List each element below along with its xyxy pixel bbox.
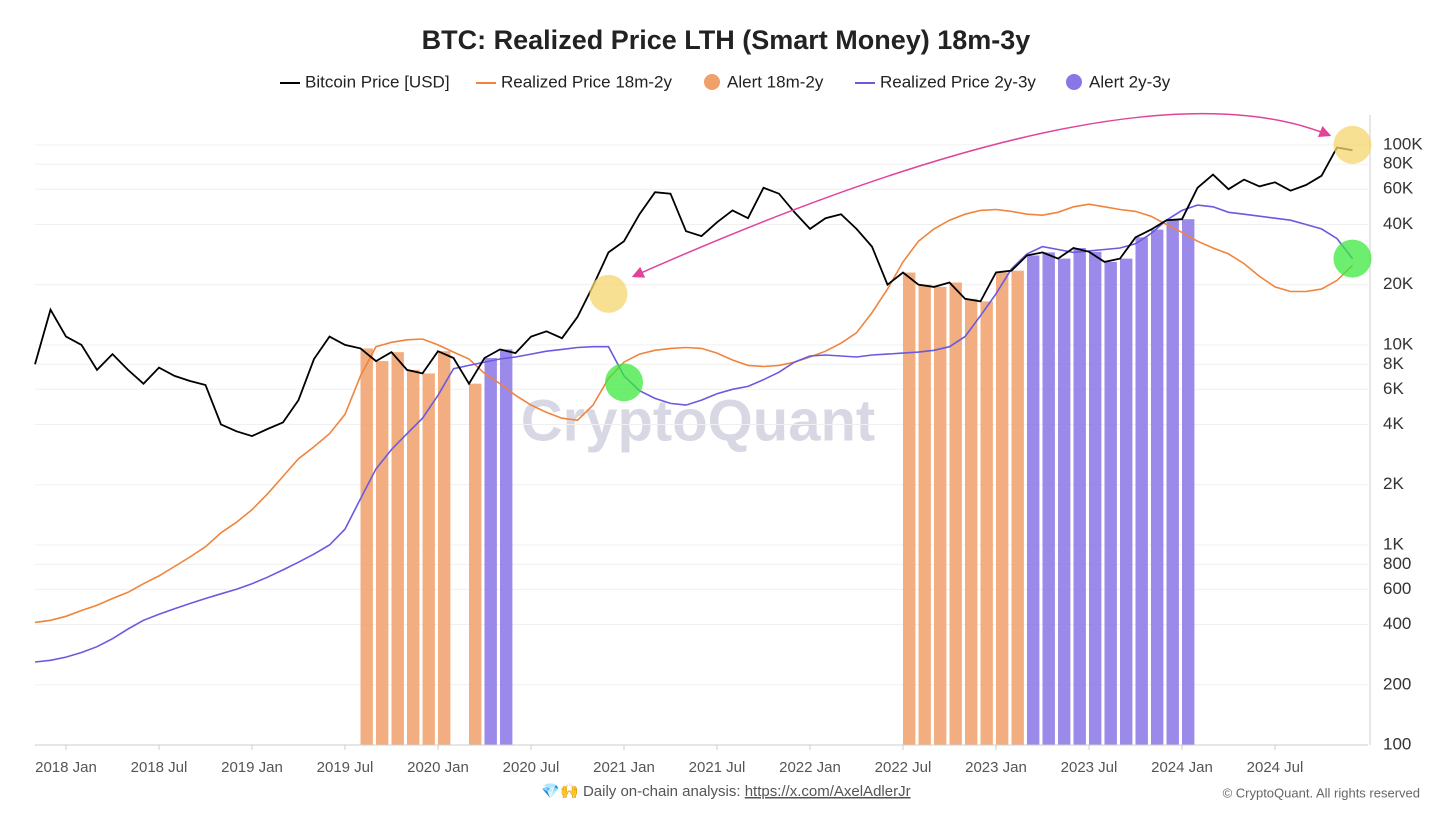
alert-band: [996, 272, 1009, 745]
y-tick-label: 800: [1383, 554, 1411, 573]
alert-band: [1027, 255, 1040, 746]
alert-band: [949, 282, 962, 745]
x-tick-label: 2018 Jan: [35, 759, 97, 776]
y-tick-label: 8K: [1383, 354, 1404, 373]
alert-band: [438, 351, 451, 745]
y-tick-label: 6K: [1383, 379, 1404, 398]
alert-band: [1135, 237, 1148, 746]
alert-band: [500, 349, 513, 745]
alert-band: [1011, 270, 1024, 745]
alert-band: [484, 358, 497, 745]
alert-band: [1120, 258, 1133, 745]
alert-band: [1058, 258, 1071, 745]
x-tick-label: 2023 Jan: [965, 759, 1027, 776]
highlight: [605, 363, 643, 402]
alert-band: [980, 301, 993, 745]
arrow: [631, 112, 1332, 278]
y-tick-label: 80K: [1383, 154, 1414, 173]
y-tick-label: 2K: [1383, 474, 1404, 493]
x-tick-label: 2019 Jul: [317, 759, 374, 776]
alert-band: [407, 369, 420, 745]
footer-link[interactable]: https://x.com/AxelAdlerJr: [745, 783, 911, 800]
y-tick-label: 100K: [1383, 134, 1423, 153]
x-tick-label: 2019 Jan: [221, 759, 283, 776]
legend-swatch: [1066, 74, 1082, 90]
x-tick-label: 2024 Jan: [1151, 759, 1213, 776]
x-tick-label: 2020 Jul: [503, 759, 560, 776]
y-tick-label: 1K: [1383, 534, 1404, 553]
alert-band: [1089, 251, 1102, 746]
alert-band: [918, 284, 931, 745]
legend-label: Realized Price 18m-2y: [501, 72, 673, 91]
alert-band: [1042, 252, 1055, 745]
alert-band: [469, 383, 482, 745]
watermark: CryptoQuant: [521, 388, 875, 453]
x-tick-label: 2023 Jul: [1061, 759, 1118, 776]
footer-text: 💎🙌 Daily on-chain analysis:: [541, 782, 744, 800]
legend-label: Bitcoin Price [USD]: [305, 72, 450, 91]
y-tick-label: 10K: [1383, 334, 1414, 353]
highlight: [589, 274, 628, 313]
y-tick-label: 600: [1383, 579, 1411, 598]
y-tick-label: 40K: [1383, 214, 1414, 233]
x-tick-label: 2021 Jan: [593, 759, 655, 776]
chart-title: BTC: Realized Price LTH (Smart Money) 18…: [422, 25, 1031, 55]
x-tick-label: 2022 Jan: [779, 759, 841, 776]
alert-band: [422, 373, 435, 745]
y-tick-label: 4K: [1383, 414, 1404, 433]
highlight: [1333, 125, 1372, 164]
legend-label: Realized Price 2y-3y: [880, 72, 1036, 91]
alert-band: [934, 286, 947, 745]
legend-label: Alert 2y-3y: [1089, 72, 1171, 91]
x-tick-label: 2020 Jan: [407, 759, 469, 776]
y-tick-label: 100: [1383, 734, 1411, 753]
alert-band: [360, 348, 373, 745]
y-tick-label: 200: [1383, 674, 1411, 693]
copyright: © CryptoQuant. All rights reserved: [1223, 785, 1420, 800]
alert-band: [1166, 220, 1179, 746]
alert-band: [965, 298, 978, 745]
x-tick-label: 2022 Jul: [875, 759, 932, 776]
x-tick-label: 2021 Jul: [689, 759, 746, 776]
alert-band: [376, 361, 389, 745]
y-tick-label: 20K: [1383, 274, 1414, 293]
x-tick-label: 2018 Jul: [131, 759, 188, 776]
x-tick-label: 2024 Jul: [1247, 759, 1304, 776]
alert-band: [903, 272, 916, 745]
alert-band: [1182, 219, 1195, 745]
y-tick-label: 400: [1383, 614, 1411, 633]
legend-swatch: [704, 74, 720, 90]
legend-label: Alert 18m-2y: [727, 72, 824, 91]
highlight: [1333, 239, 1372, 278]
alert-band: [1104, 261, 1117, 745]
alert-band: [1073, 248, 1086, 745]
y-tick-label: 60K: [1383, 179, 1414, 198]
alert-band: [1151, 229, 1164, 746]
footer: 💎🙌 Daily on-chain analysis: https://x.co…: [541, 782, 910, 800]
alert-band: [391, 352, 404, 745]
